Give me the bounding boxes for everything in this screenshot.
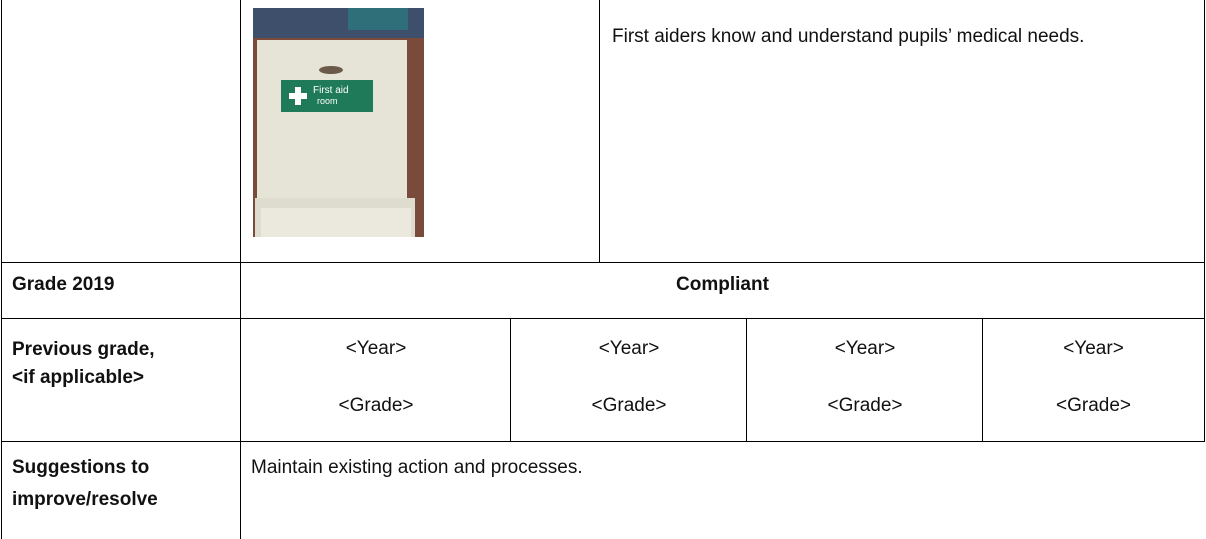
border bbox=[599, 0, 600, 262]
photo: First aid room bbox=[253, 8, 424, 237]
grade-cell: <Year> bbox=[1063, 338, 1124, 359]
cell-text: Compliant bbox=[676, 274, 769, 295]
border bbox=[510, 318, 511, 441]
grade-cell: <Grade> bbox=[827, 395, 903, 416]
grade-cell: <Year> bbox=[834, 338, 896, 359]
border bbox=[1204, 0, 1205, 441]
grade-cell: <Grade> bbox=[1056, 395, 1131, 416]
border bbox=[746, 318, 747, 441]
border bbox=[1, 262, 1205, 263]
grade-cell: <Year> bbox=[598, 338, 660, 359]
grade-cell: <Grade> bbox=[591, 395, 667, 416]
border bbox=[982, 318, 983, 441]
sign-text: room bbox=[317, 96, 338, 106]
row-label: Suggestions to bbox=[12, 457, 150, 478]
sign-text: First aid bbox=[313, 85, 349, 96]
border bbox=[1, 441, 1205, 442]
grade-cell: <Year> bbox=[345, 338, 407, 359]
row-label: <if applicable> bbox=[12, 367, 144, 388]
grade-cell: <Grade> bbox=[338, 395, 414, 416]
cell-text: Maintain existing action and processes. bbox=[251, 457, 583, 478]
row-label: improve/resolve bbox=[12, 489, 158, 510]
row-label: Previous grade, bbox=[12, 339, 155, 360]
border bbox=[1, 318, 1205, 319]
border bbox=[240, 0, 241, 539]
cell-text: First aiders know and understand pupils’… bbox=[612, 26, 1085, 47]
row-label: Grade 2019 bbox=[12, 274, 115, 295]
border bbox=[1, 0, 2, 539]
